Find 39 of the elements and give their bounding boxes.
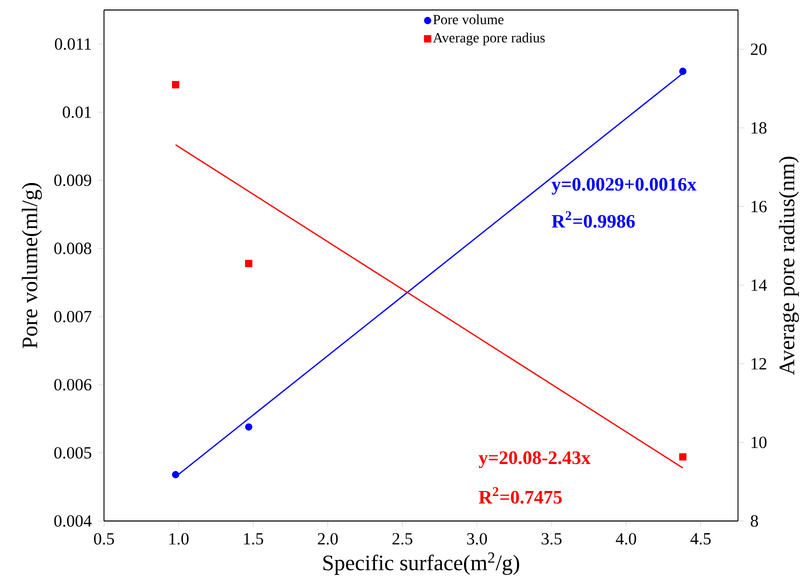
y-tick-label: 0.006 <box>54 378 92 390</box>
y-tick-label: 0.011 <box>54 38 91 50</box>
y-tick-label: 0.008 <box>54 242 92 254</box>
y-tick-label: 0.004 <box>54 515 92 527</box>
point <box>172 471 180 478</box>
point <box>172 81 180 88</box>
y2-tick-label: 18 <box>752 122 766 134</box>
point <box>245 423 252 431</box>
annotation: R$^{2}$=0.9986 <box>552 211 635 228</box>
y-axis-title: Pore volume(ml/g) <box>22 183 42 348</box>
point <box>245 260 252 268</box>
x-tick-label: 2.5 <box>392 533 412 545</box>
annotation: y=0.0029+0.0016x <box>552 178 696 195</box>
y2-tick-label: 8 <box>750 515 758 527</box>
x-tick-label: 4.5 <box>690 533 711 545</box>
y2-tick-label: 20 <box>750 44 766 56</box>
y-tick-label: 0.005 <box>54 447 92 459</box>
annotation: y=20.08-2.43x <box>478 451 591 468</box>
y2-tick-label: 14 <box>752 280 767 291</box>
y-tick-label: 0.007 <box>54 310 92 322</box>
legend-label: Average pore radius <box>432 32 545 46</box>
point <box>679 453 686 461</box>
x-tick-label: 1.0 <box>169 533 189 545</box>
x-tick-label: 1.5 <box>244 533 264 545</box>
y2-tick-label: 12 <box>752 358 766 370</box>
point <box>679 68 686 75</box>
legend-label: Pore volume <box>433 14 504 24</box>
x-tick-label: 2.0 <box>318 533 338 545</box>
x-tick-label: 0.5 <box>94 533 114 545</box>
x-tick-label: 3.0 <box>467 533 487 545</box>
y2-tick-label: 16 <box>752 200 767 212</box>
y2-tick-label: 10 <box>752 436 766 448</box>
y2-axis-title: Average pore radius(nm) <box>778 156 799 376</box>
x-axis-title: Specific surface(m$^{2}$/g) <box>323 552 520 575</box>
x-tick-label: 3.5 <box>542 533 562 545</box>
y-tick-label: 0.01 <box>62 106 91 118</box>
x-tick-label: 4.0 <box>616 533 636 545</box>
y-tick-label: 0.009 <box>54 174 92 186</box>
annotation: R$^{2}$=0.7475 <box>478 487 562 504</box>
